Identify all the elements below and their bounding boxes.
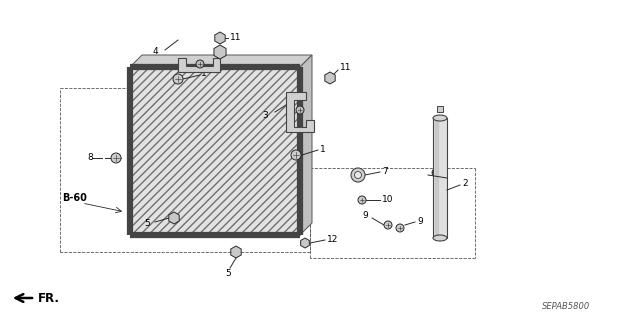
Bar: [433, 118, 447, 238]
Text: 4: 4: [152, 48, 158, 56]
Circle shape: [351, 168, 365, 182]
Text: 12: 12: [327, 234, 339, 243]
Polygon shape: [301, 238, 309, 248]
Circle shape: [173, 74, 183, 84]
Circle shape: [196, 60, 204, 68]
Text: SEPAB5800: SEPAB5800: [541, 302, 590, 311]
Text: 11: 11: [230, 33, 241, 41]
Bar: [130, 67, 300, 235]
Polygon shape: [169, 212, 179, 224]
Text: 6: 6: [430, 169, 436, 179]
Text: 9: 9: [362, 211, 368, 220]
Ellipse shape: [433, 115, 447, 121]
Circle shape: [355, 172, 362, 179]
Polygon shape: [214, 45, 226, 59]
Polygon shape: [178, 58, 220, 72]
Circle shape: [296, 106, 304, 114]
Text: 8: 8: [87, 153, 93, 162]
Polygon shape: [130, 55, 312, 67]
Bar: [437, 106, 443, 112]
Text: 7: 7: [382, 167, 388, 175]
Circle shape: [384, 221, 392, 229]
Text: 5: 5: [225, 269, 231, 278]
Circle shape: [291, 150, 301, 160]
Polygon shape: [300, 55, 312, 235]
Text: 2: 2: [462, 180, 468, 189]
Ellipse shape: [433, 235, 447, 241]
Circle shape: [111, 153, 121, 163]
Text: 5: 5: [144, 219, 150, 228]
Circle shape: [396, 224, 404, 232]
Polygon shape: [231, 246, 241, 258]
Text: 3: 3: [262, 110, 268, 120]
Circle shape: [358, 196, 366, 204]
Text: 9: 9: [417, 217, 423, 226]
Text: B-60: B-60: [62, 193, 87, 203]
Polygon shape: [325, 72, 335, 84]
Polygon shape: [215, 32, 225, 44]
Text: 11: 11: [340, 63, 351, 72]
Text: FR.: FR.: [38, 292, 60, 305]
Polygon shape: [286, 92, 314, 132]
Text: 1: 1: [201, 70, 207, 78]
Text: 10: 10: [382, 195, 394, 204]
Text: 1: 1: [320, 145, 326, 153]
